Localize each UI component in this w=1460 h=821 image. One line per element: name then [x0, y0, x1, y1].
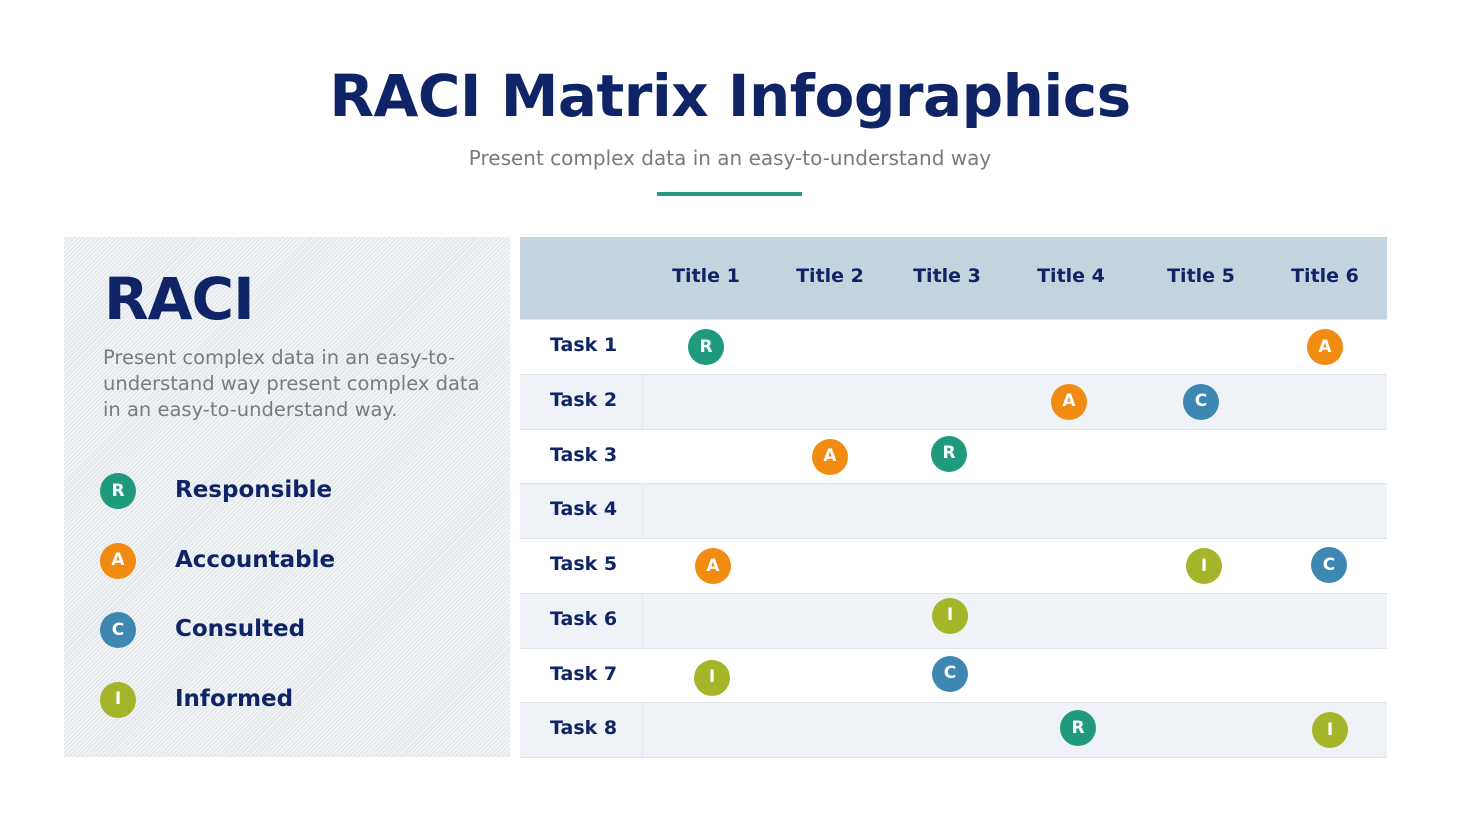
- table-row: Task 7 I C: [520, 647, 1387, 703]
- informed-badge-icon: I: [1312, 712, 1348, 749]
- task-label-cell: Task 1: [520, 320, 643, 374]
- table-row: Task 5 A I C: [520, 538, 1387, 593]
- task-label: Task 4: [550, 498, 618, 521]
- table-row: Task 8 R I: [520, 702, 1387, 757]
- accountable-badge-icon: A: [1307, 329, 1343, 365]
- accountable-badge-icon: A: [100, 542, 136, 579]
- consulted-badge-icon: C: [1311, 547, 1347, 583]
- responsible-badge-icon: R: [688, 329, 724, 365]
- panel-heading: RACI: [104, 265, 255, 333]
- legend-item-responsible: R Responsible: [100, 473, 480, 543]
- table-row: Task 1 R A: [520, 319, 1387, 374]
- column-header: Title 2: [796, 265, 864, 287]
- column-header: Title 6: [1291, 265, 1359, 287]
- column-header: Title 1: [672, 265, 740, 287]
- responsible-badge-icon: R: [100, 473, 136, 509]
- legend-label: Responsible: [175, 477, 333, 503]
- table-row: Task 3 A R: [520, 428, 1387, 484]
- task-label-cell: Task 5: [520, 539, 643, 593]
- task-label-cell: Task 2: [520, 374, 643, 429]
- task-label: Task 3: [550, 443, 618, 466]
- column-header: Title 5: [1167, 265, 1235, 287]
- task-label-cell: Task 8: [520, 703, 643, 757]
- informed-badge-icon: I: [1186, 548, 1222, 584]
- raci-info-panel: RACI Present complex data in an easy-to-…: [64, 237, 510, 757]
- task-label: Task 1: [550, 334, 618, 356]
- task-label: Task 7: [550, 662, 618, 685]
- raci-legend: R Responsible A Accountable C Consulted …: [100, 473, 480, 751]
- accountable-badge-icon: A: [812, 438, 848, 475]
- legend-label: Informed: [175, 685, 294, 712]
- consulted-badge-icon: C: [100, 612, 136, 648]
- responsible-badge-icon: R: [931, 435, 967, 472]
- table-row: Task 2 A C: [520, 373, 1387, 429]
- task-label-cell: Task 4: [520, 484, 643, 538]
- task-label: Task 8: [550, 717, 618, 740]
- legend-item-consulted: C Consulted: [100, 612, 480, 682]
- page-title: RACI Matrix Infographics: [329, 62, 1131, 130]
- task-label-cell: Task 6: [520, 593, 643, 648]
- task-label-cell: Task 7: [520, 649, 643, 703]
- table-header-row: Title 1 Title 2 Title 3 Title 4 Title 5 …: [520, 237, 1387, 319]
- task-label: Task 5: [550, 553, 618, 575]
- page-subtitle: Present complex data in an easy-to-under…: [468, 146, 992, 170]
- consulted-badge-icon: C: [1183, 383, 1219, 420]
- raci-matrix-table: Title 1 Title 2 Title 3 Title 4 Title 5 …: [520, 237, 1387, 758]
- legend-item-informed: I Informed: [100, 681, 480, 752]
- title-underline-divider: [657, 192, 802, 196]
- informed-badge-icon: I: [100, 681, 136, 718]
- task-label: Task 2: [550, 388, 618, 411]
- column-header: Title 3: [913, 265, 981, 287]
- table-row: Task 4: [520, 483, 1387, 538]
- column-header: Title 4: [1037, 265, 1105, 287]
- informed-badge-icon: I: [932, 597, 968, 634]
- task-label-cell: Task 3: [520, 430, 643, 484]
- legend-label: Accountable: [175, 546, 336, 573]
- informed-badge-icon: I: [694, 659, 730, 696]
- accountable-badge-icon: A: [1051, 383, 1087, 420]
- legend-item-accountable: A Accountable: [100, 542, 480, 613]
- responsible-badge-icon: R: [1060, 710, 1096, 747]
- panel-description: Present complex data in an easy-to-under…: [103, 346, 480, 421]
- legend-label: Consulted: [175, 616, 306, 642]
- task-label: Task 6: [550, 607, 618, 630]
- consulted-badge-icon: C: [932, 655, 968, 692]
- table-row: Task 6 I: [520, 592, 1387, 648]
- accountable-badge-icon: A: [695, 548, 731, 584]
